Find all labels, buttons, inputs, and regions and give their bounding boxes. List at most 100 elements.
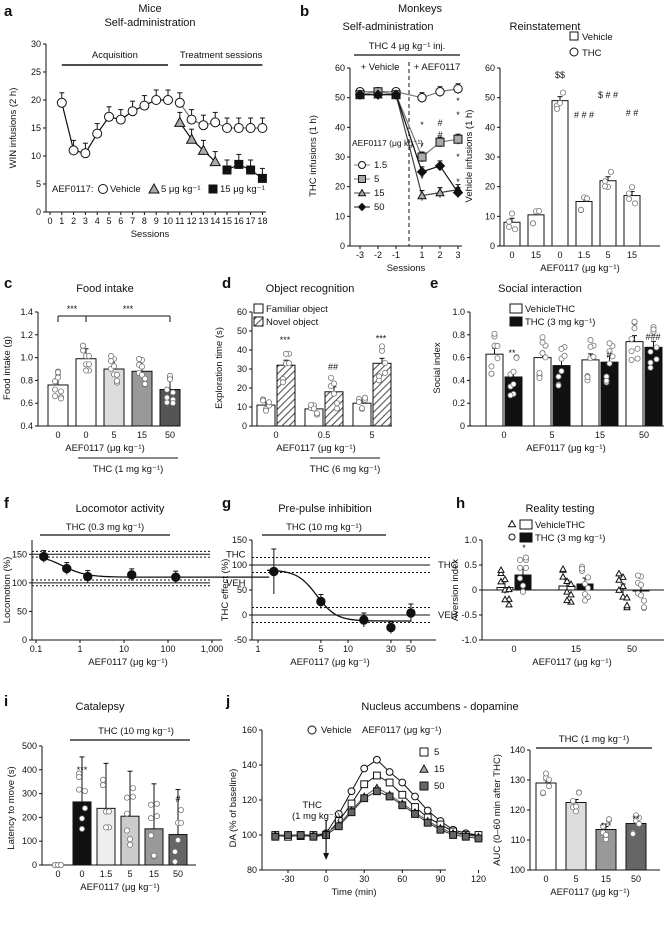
x-axis-label: AEF0117 (μg kg⁻¹) (290, 657, 369, 668)
legend-item: 5 (434, 747, 439, 758)
significance-mark: * (456, 152, 460, 162)
y-tick-label: 50 (485, 93, 495, 103)
bar (47, 384, 69, 427)
significance-mark: # (437, 130, 442, 140)
data-dot (603, 377, 610, 384)
data-dot (512, 226, 519, 233)
x-tick-label: 30 (386, 644, 396, 654)
data-dot (265, 399, 272, 406)
y-tick-label: 50 (335, 93, 345, 103)
data-dot (147, 815, 154, 822)
data-dot (262, 407, 269, 414)
data-dot (638, 592, 645, 599)
x-tick-label: 0 (509, 250, 514, 260)
x-tick-label: 0 (543, 874, 548, 884)
y-axis-label: DA (% of baseline) (228, 769, 239, 848)
y-tick-label: 5 (36, 179, 41, 189)
chart-title: Social interaction (498, 283, 582, 295)
data-dot (546, 776, 553, 783)
data-dot (79, 815, 86, 822)
y-tick-label: 140 (510, 745, 525, 755)
y-axis-label: Latency to move (s) (6, 766, 17, 849)
y-tick-label: 130 (510, 775, 525, 785)
bar-novel (276, 364, 296, 427)
y-axis-label: Aversion index (450, 559, 461, 621)
data-dot (530, 220, 537, 227)
data-dot (606, 816, 613, 823)
data-dot (554, 105, 561, 112)
y-axis-label: Social index (432, 342, 443, 393)
data-point (68, 145, 79, 156)
significance-mark: * (522, 543, 526, 553)
data-dot (177, 806, 184, 813)
data-point (435, 137, 445, 147)
data-dot (177, 819, 184, 826)
significance-mark: *** (67, 304, 78, 314)
x-tick-label: 15 (531, 250, 541, 260)
data-dot (576, 789, 583, 796)
data-dot (150, 852, 157, 859)
x-axis-label: AEF0117 (μg kg⁻¹) (540, 263, 619, 274)
x-tick-label: 1.5 (100, 869, 113, 879)
data-dot (52, 386, 59, 393)
x-tick-label: 0 (557, 250, 562, 260)
data-dot (76, 773, 83, 780)
data-dot (510, 368, 517, 375)
significance-mark: *** (376, 333, 387, 343)
data-point (385, 778, 394, 787)
data-dot (381, 359, 388, 366)
data-point (56, 97, 67, 108)
y-tick-label: 100 (510, 865, 525, 875)
data-dot (147, 832, 154, 839)
fit-curve (266, 569, 412, 622)
x-axis-label: Time (min) (331, 887, 376, 898)
significance-mark: ### (645, 332, 660, 342)
x-tick-label: 15 (627, 250, 637, 260)
data-dot (138, 371, 145, 378)
y-tick-label: 1.0 (464, 535, 477, 545)
legend-item: 50 (434, 781, 445, 792)
data-dot (629, 184, 636, 191)
bar (527, 214, 545, 247)
significance-mark: ** (508, 348, 516, 358)
legend-marker (569, 31, 579, 41)
data-dot (127, 836, 134, 843)
data-dot (517, 556, 524, 563)
data-point (434, 160, 446, 172)
legend-marker (419, 747, 429, 757)
x-tick-label: 10 (119, 644, 129, 654)
legend-item: Vehicle (110, 184, 141, 195)
data-triangle (505, 600, 513, 608)
y-tick-label: 10 (335, 211, 345, 221)
y-tick-label: 0 (242, 610, 247, 620)
data-triangle (497, 565, 505, 573)
significance-mark: * (420, 141, 424, 151)
y-tick-label: 15 (31, 123, 41, 133)
legend-marker (519, 532, 533, 543)
data-point (257, 173, 267, 183)
significance-mark: *** (123, 304, 134, 314)
data-point (347, 787, 356, 796)
x-tick-label: 1 (77, 644, 82, 654)
y-tick-label: 400 (22, 765, 37, 775)
legend-item: 1.5 (374, 160, 387, 171)
y-tick-label: 0 (242, 421, 247, 431)
x-tick-label: 0 (324, 874, 329, 884)
data-dot (174, 837, 181, 844)
x-tick-label: -2 (374, 250, 382, 260)
bar-vehicle (485, 353, 504, 427)
data-point (334, 822, 343, 831)
data-dot (609, 353, 616, 360)
data-dot (163, 394, 170, 401)
data-point (185, 133, 198, 144)
data-dot (259, 397, 266, 404)
x-tick-label: 15 (595, 430, 605, 440)
data-dot (333, 400, 340, 407)
data-dot (631, 325, 638, 332)
data-dot (555, 373, 562, 380)
panel-letter: b (300, 3, 309, 20)
data-dot (100, 776, 107, 783)
data-dot (52, 393, 59, 400)
x-axis-label: AEF0117 (μg kg⁻¹) (550, 887, 629, 898)
data-dot (650, 326, 657, 333)
